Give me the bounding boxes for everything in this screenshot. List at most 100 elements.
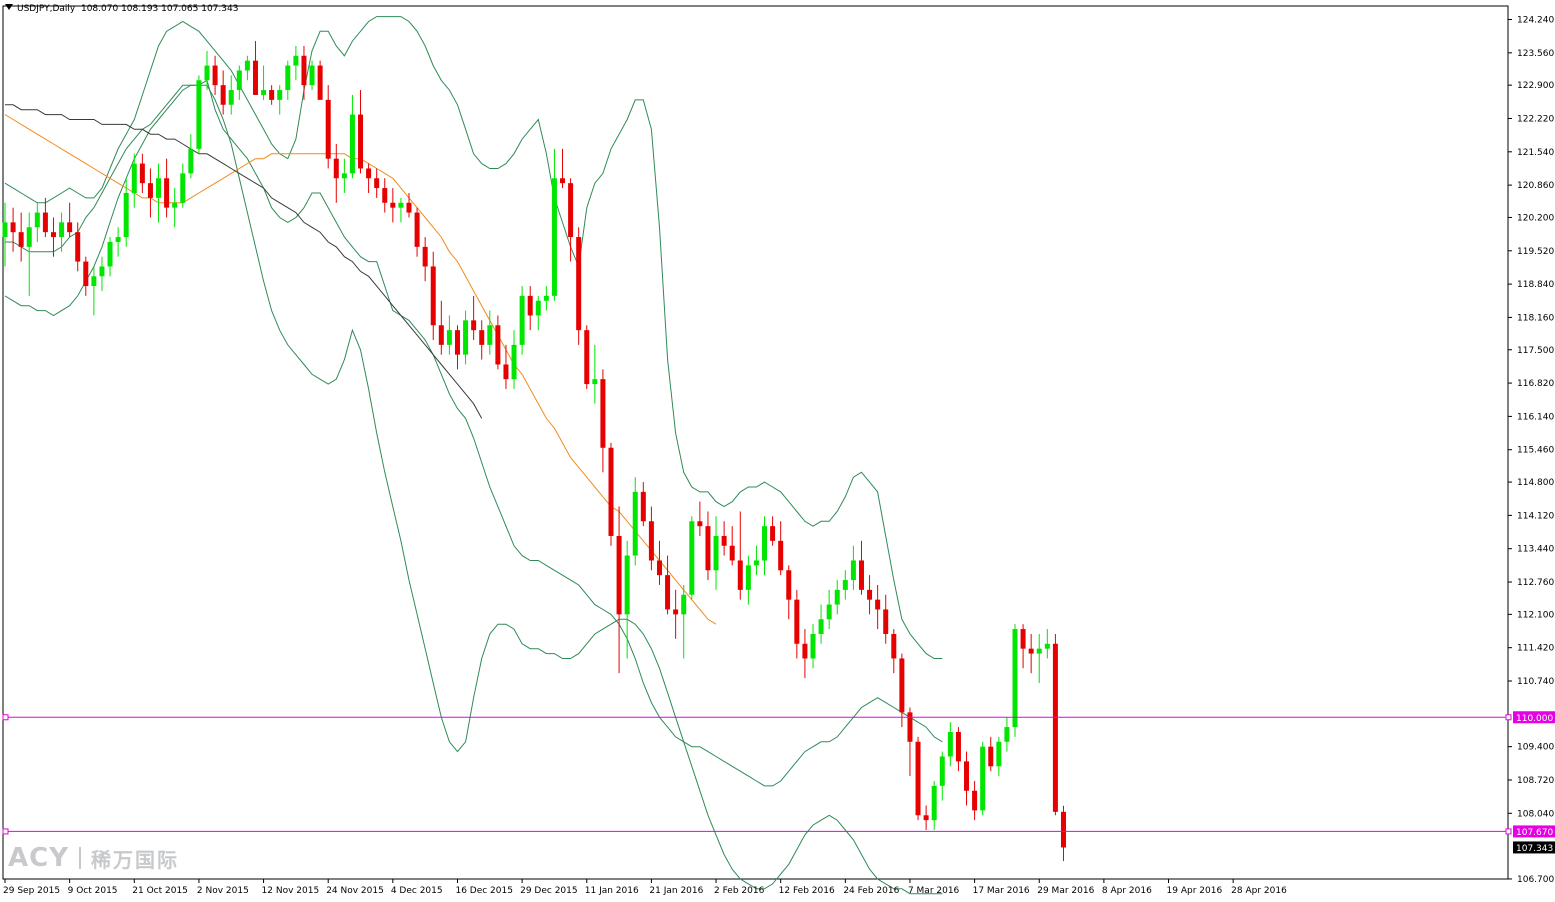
candle-body — [745, 565, 751, 590]
candle-body — [1036, 648, 1042, 654]
candle-body — [519, 295, 525, 345]
candle-body — [867, 589, 873, 600]
candle — [495, 315, 501, 370]
candle — [123, 178, 129, 247]
candle — [697, 501, 703, 536]
candle — [269, 85, 275, 105]
candle — [899, 653, 905, 728]
x-tick-label: 19 Apr 2016 — [1167, 886, 1223, 896]
candle-body — [972, 790, 978, 811]
candle — [454, 325, 460, 370]
candle — [1012, 624, 1018, 737]
y-tick-label: 121.540 — [1517, 148, 1554, 158]
y-tick-label: 112.760 — [1517, 578, 1554, 588]
bollinger-middle-line — [5, 79, 943, 787]
bollinger-bands — [4, 16, 943, 895]
candle — [988, 736, 994, 772]
candle — [616, 506, 622, 674]
candle-body — [1012, 629, 1018, 728]
current-price-label: 107.343 — [1516, 844, 1553, 854]
symbol-label: USDJPY,Daily — [17, 4, 76, 14]
bollinger-upper-line — [4, 16, 943, 659]
time-axis: 29 Sep 2015 9 Oct 2015 21 Oct 2015 2 Nov 20… — [3, 879, 1287, 896]
hline-handle-left — [2, 828, 9, 835]
candle — [406, 192, 412, 218]
candle — [1044, 629, 1050, 659]
x-tick-label: 24 Feb 2016 — [843, 886, 899, 896]
candle-body — [358, 114, 364, 169]
current-price-tag — [1513, 841, 1555, 854]
candle-body — [762, 526, 768, 561]
candle-body — [899, 658, 905, 713]
candle-body — [770, 526, 776, 541]
candle-body — [673, 609, 679, 615]
candle-body — [697, 521, 703, 527]
candle — [834, 580, 840, 615]
candle — [794, 589, 800, 659]
candle-body — [915, 741, 921, 816]
candle-body — [778, 540, 784, 571]
candle — [91, 266, 97, 316]
candle — [107, 237, 113, 277]
ohlc-values: 108.070 108.193 107.065 107.343 — [80, 4, 239, 14]
candle-body — [454, 330, 460, 355]
candle — [705, 511, 711, 581]
candle-body — [463, 320, 469, 355]
horizontal-lines[interactable]: 110.000 107.670 — [2, 711, 1555, 838]
candle — [737, 511, 743, 600]
candle-body — [67, 222, 73, 233]
candle-body — [826, 604, 832, 620]
candle — [939, 751, 945, 801]
candle — [463, 310, 469, 365]
candle-body — [252, 60, 258, 95]
candle-body — [277, 90, 283, 100]
candle-body — [616, 535, 622, 615]
candle — [1036, 633, 1042, 683]
candle-body — [923, 815, 929, 821]
candle-body — [713, 535, 719, 571]
candle — [972, 780, 978, 821]
candle — [471, 295, 477, 340]
candle — [83, 256, 89, 296]
candle-body — [584, 330, 590, 385]
hline-107.670[interactable]: 107.670 — [2, 825, 1555, 838]
y-tick-label: 123.560 — [1517, 49, 1554, 59]
price-axis: 124.240 123.560 122.900 122.220 121.540 120.8… — [1508, 16, 1555, 885]
x-tick-label: 7 Mar 2016 — [908, 886, 960, 896]
candle-body — [220, 85, 226, 105]
candle — [390, 188, 396, 223]
candle — [713, 516, 719, 590]
candle-body — [107, 241, 113, 267]
candle-body — [115, 237, 121, 242]
candle-body — [50, 232, 56, 238]
candle — [366, 163, 372, 193]
candle-body — [83, 261, 89, 287]
candle-body — [164, 178, 170, 208]
candle-body — [834, 589, 840, 605]
candle — [802, 629, 808, 679]
candle — [753, 545, 759, 576]
hline-110.000[interactable]: 110.000 — [2, 711, 1555, 724]
candle-body — [374, 178, 380, 189]
candle — [188, 134, 194, 179]
candle — [592, 344, 598, 404]
candle — [681, 584, 687, 659]
candle-body — [858, 560, 864, 590]
candle — [640, 482, 646, 527]
watermark-chinese: 稀万国际 — [91, 847, 180, 872]
candle — [656, 540, 662, 585]
candle — [980, 741, 986, 816]
hline-price-tag — [1513, 825, 1555, 838]
candle-body — [366, 168, 372, 179]
candle-body — [487, 325, 493, 345]
candle — [285, 60, 291, 100]
candle — [519, 286, 525, 355]
candle — [786, 565, 792, 620]
candle — [34, 202, 40, 242]
y-tick-label: 110.740 — [1517, 677, 1554, 687]
candle — [422, 237, 428, 282]
candle-body — [91, 276, 97, 287]
dropdown-triangle-icon[interactable] — [5, 4, 13, 10]
x-tick-label: 29 Sep 2015 — [3, 886, 60, 896]
